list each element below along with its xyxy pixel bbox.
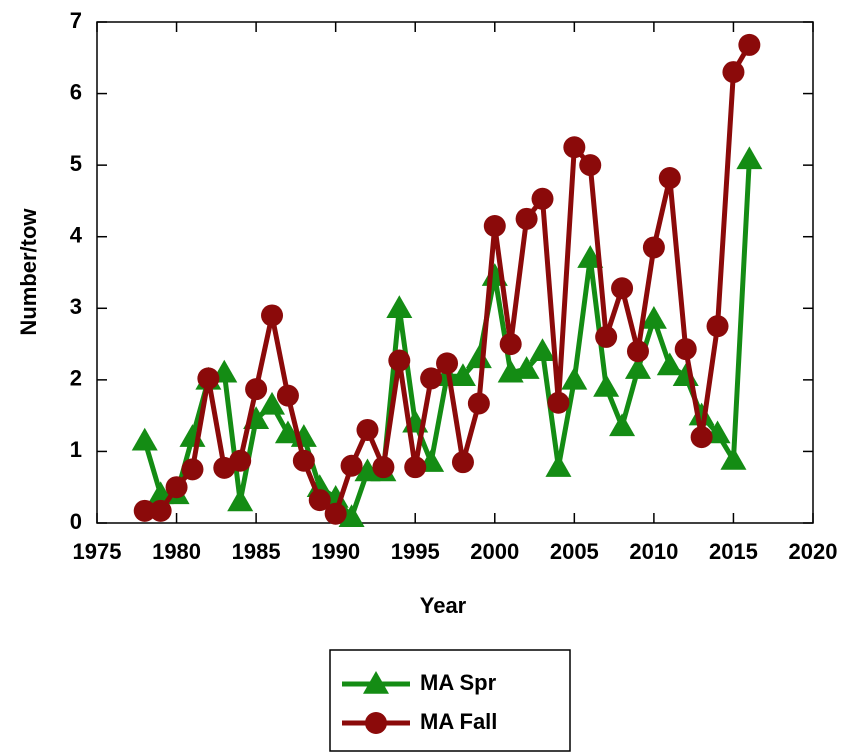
- data-point: [579, 154, 602, 177]
- x-tick-label: 1995: [391, 539, 440, 564]
- data-point: [372, 456, 395, 479]
- x-tick-label: 1990: [311, 539, 360, 564]
- data-point: [340, 454, 363, 477]
- data-point: [436, 352, 459, 375]
- data-point: [561, 366, 588, 390]
- y-axis-label: Number/tow: [16, 208, 41, 336]
- data-point: [563, 136, 586, 159]
- data-point: [308, 489, 331, 512]
- data-point: [420, 367, 443, 390]
- data-point: [690, 426, 713, 449]
- data-point: [547, 391, 570, 414]
- data-point: [149, 499, 172, 522]
- x-tick-label: 2005: [550, 539, 599, 564]
- x-tick-label: 1975: [73, 539, 122, 564]
- data-point: [197, 367, 220, 390]
- data-point: [720, 447, 747, 470]
- data-point: [706, 315, 729, 338]
- data-point: [531, 187, 554, 210]
- y-tick-label: 5: [70, 151, 82, 176]
- data-point: [165, 476, 188, 499]
- data-point: [595, 325, 618, 348]
- data-point: [640, 306, 667, 329]
- legend-label: MA Spr: [420, 670, 497, 695]
- data-point: [133, 499, 156, 522]
- data-point: [227, 488, 254, 512]
- data-point: [292, 449, 315, 472]
- data-point: [356, 418, 379, 441]
- data-point: [465, 345, 492, 369]
- x-tick-label: 2020: [789, 539, 838, 564]
- y-tick-label: 7: [70, 8, 82, 33]
- data-point: [674, 338, 697, 361]
- data-point: [181, 458, 204, 481]
- data-point: [449, 363, 476, 387]
- y-tick-label: 4: [70, 223, 83, 248]
- legend-box: [329, 649, 571, 752]
- data-point: [229, 449, 252, 472]
- data-point: [276, 384, 299, 407]
- data-point: [688, 402, 715, 426]
- y-tick-label: 3: [70, 294, 82, 319]
- x-tick-label: 1980: [152, 539, 201, 564]
- legend-marker: [365, 712, 387, 734]
- data-point: [483, 214, 506, 237]
- legend-label: MA Fall: [420, 709, 497, 734]
- data-point: [324, 502, 347, 525]
- plot-frame: [96, 21, 814, 524]
- data-point: [658, 167, 681, 190]
- data-point: [467, 392, 490, 415]
- data-point: [609, 413, 636, 437]
- x-axis-label: Year: [420, 593, 467, 618]
- data-point: [515, 207, 538, 230]
- data-point: [386, 295, 413, 319]
- data-point: [388, 349, 411, 372]
- data-point: [131, 427, 158, 451]
- data-point: [261, 304, 284, 327]
- data-point: [593, 374, 620, 397]
- data-point: [513, 356, 540, 379]
- data-point: [736, 146, 763, 170]
- x-tick-label: 2010: [629, 539, 678, 564]
- legend-marker: [363, 671, 389, 694]
- data-point: [499, 333, 522, 356]
- x-tick-label: 1985: [232, 539, 281, 564]
- data-point: [259, 391, 286, 415]
- data-point: [338, 504, 365, 528]
- y-tick-label: 0: [70, 509, 82, 534]
- data-point: [274, 420, 301, 444]
- data-point: [624, 356, 651, 379]
- data-point: [451, 451, 474, 474]
- y-tick-label: 6: [70, 79, 82, 104]
- y-tick-label: 1: [70, 437, 82, 462]
- data-point: [529, 338, 556, 361]
- data-point: [642, 236, 665, 259]
- x-tick-label: 2000: [470, 539, 519, 564]
- data-point: [611, 277, 634, 300]
- y-tick-label: 2: [70, 366, 82, 391]
- data-point: [626, 340, 649, 363]
- data-point: [738, 33, 761, 56]
- data-point: [722, 61, 745, 84]
- data-point: [545, 454, 572, 477]
- x-tick-label: 2015: [709, 539, 758, 564]
- data-point: [656, 352, 683, 376]
- data-point: [404, 456, 427, 479]
- data-point: [245, 378, 268, 401]
